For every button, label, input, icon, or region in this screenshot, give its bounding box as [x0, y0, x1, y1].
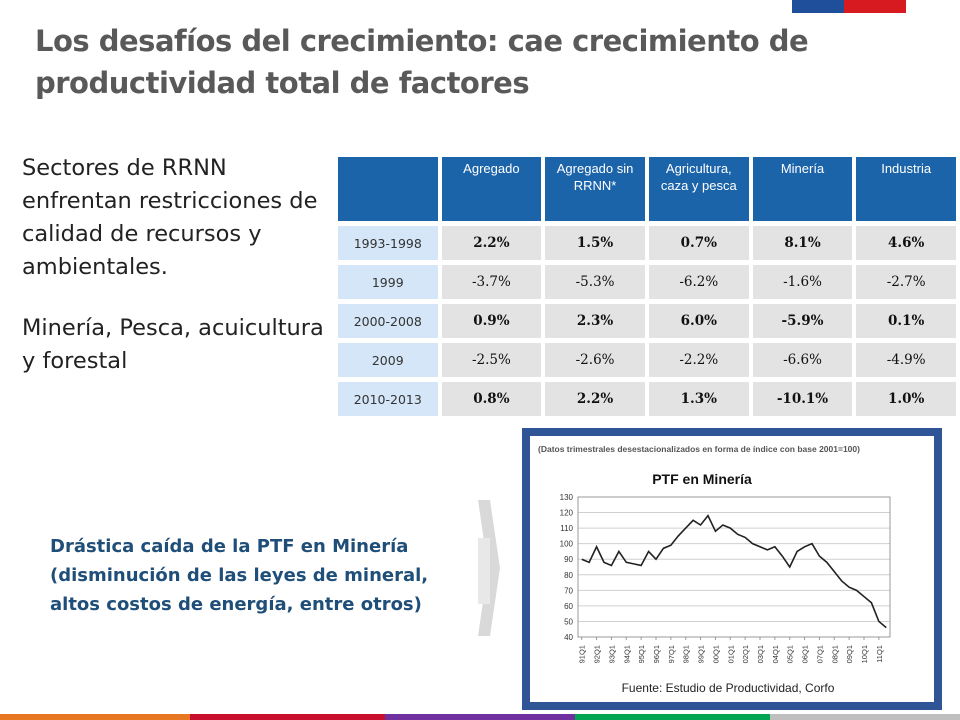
table-cell: -4.9%	[856, 343, 956, 377]
row-label: 2010-2013	[338, 382, 438, 416]
table-cell: -10.1%	[752, 382, 853, 416]
table-cell: -6.6%	[752, 343, 853, 377]
table-cell: -2.6%	[545, 343, 645, 377]
x-tick-label: 10Q1	[860, 645, 869, 663]
header-cell: Industria	[856, 157, 956, 221]
x-tick-label: 98Q1	[682, 645, 691, 663]
x-tick-label: 06Q1	[801, 645, 810, 663]
y-tick-label: 60	[564, 602, 573, 611]
table-row: 2009 -2.5% -2.6% -2.2% -6.6% -4.9%	[338, 343, 956, 377]
table-cell: 1.5%	[545, 226, 645, 260]
chart-frame: (Datos trimestrales desestacionalizados …	[522, 428, 942, 710]
x-tick-label: 93Q1	[607, 645, 616, 663]
chart-note: (Datos trimestrales desestacionalizados …	[538, 444, 860, 454]
x-tick-label: 04Q1	[771, 645, 780, 663]
chart-title: PTF en Minería	[652, 471, 752, 487]
table-cell: 2.3%	[545, 304, 645, 338]
left-text: Sectores de RRNN enfrentan restricciones…	[22, 152, 332, 406]
table-cell: 0.1%	[856, 304, 956, 338]
row-label: 1993-1998	[338, 226, 438, 260]
table-cell: 2.2%	[545, 382, 645, 416]
row-label: 1999	[338, 265, 438, 299]
table-cell: 1.0%	[856, 382, 956, 416]
y-tick-label: 70	[564, 586, 573, 595]
row-label: 2000-2008	[338, 304, 438, 338]
x-tick-label: 99Q1	[697, 645, 706, 663]
table-cell: -6.2%	[648, 265, 749, 299]
x-tick-label: 02Q1	[741, 645, 750, 663]
header-row: Agregado Agregado sin RRNN* Agricultura, c…	[338, 157, 956, 221]
x-tick-label: 96Q1	[652, 645, 661, 663]
y-tick-label: 120	[560, 509, 574, 518]
paragraph: Sectores de RRNN enfrentan restricciones…	[22, 155, 318, 280]
table-cell: 0.7%	[648, 226, 749, 260]
table-cell: -5.3%	[545, 265, 645, 299]
table-row: 2000-2008 0.9% 2.3% 6.0% -5.9% 0.1%	[338, 304, 956, 338]
header-cell: Minería	[752, 157, 853, 221]
flag-red	[844, 0, 906, 13]
table-cell: 2.2%	[441, 226, 542, 260]
y-tick-label: 50	[564, 617, 573, 626]
table-cell: -2.7%	[856, 265, 956, 299]
x-tick-label: 00Q1	[711, 645, 720, 663]
table-row: 1993-1998 2.2% 1.5% 0.7% 8.1% 4.6%	[338, 226, 956, 260]
row-label: 2009	[338, 343, 438, 377]
x-tick-label: 97Q1	[667, 645, 676, 663]
x-tick-label: 95Q1	[637, 645, 646, 663]
table-cell: 8.1%	[752, 226, 853, 260]
chart-source: Fuente: Estudio de Productividad, Corfo	[622, 681, 835, 695]
callout: Drástica caída de la PTF en Minería (dis…	[50, 536, 429, 615]
plot-border	[577, 496, 891, 638]
table: Agregado Agregado sin RRNN* Agricultura, c…	[334, 152, 960, 421]
table-row: 1999 -3.7% -5.3% -6.2% -1.6% -2.7%	[338, 265, 956, 299]
x-tick-label: 08Q1	[830, 645, 839, 663]
table-cell: 6.0%	[648, 304, 749, 338]
line	[581, 514, 887, 629]
x-tick-label: 09Q1	[845, 645, 854, 663]
x-tick-label: 07Q1	[815, 645, 824, 663]
table-cell: 4.6%	[856, 226, 956, 260]
arrow-shaft	[478, 538, 490, 604]
x-tick-label: 94Q1	[622, 645, 631, 663]
y-tick-label: 40	[564, 633, 573, 642]
header-cell: Agregado sin RRNN*	[545, 157, 645, 221]
x-tick-label: 01Q1	[726, 645, 735, 663]
table-cell: -2.2%	[648, 343, 749, 377]
x-tick-label: 92Q1	[593, 645, 602, 663]
flag-blue	[792, 0, 844, 13]
table-cell: -2.5%	[441, 343, 542, 377]
x-tick-label: 91Q1	[578, 645, 587, 663]
table-cell: 1.3%	[648, 382, 749, 416]
y-tick-label: 130	[560, 493, 574, 502]
table-cell: -1.6%	[752, 265, 853, 299]
header-cell: Agregado	[441, 157, 542, 221]
y-tick-label: 110	[560, 524, 573, 533]
table-cell: -5.9%	[752, 304, 853, 338]
table-cell: -3.7%	[441, 265, 542, 299]
corner-cell	[338, 157, 438, 221]
y-tick-label: 80	[564, 571, 573, 580]
x-tick-label: 05Q1	[786, 645, 795, 663]
x-tick-label: 03Q1	[756, 645, 765, 663]
slide-title: Los desafíos del crecimiento: cae crecim…	[35, 24, 809, 100]
bottom-strip	[0, 714, 960, 720]
x-tick-label: 11Q1	[875, 645, 884, 663]
table-row: 2010-2013 0.8% 2.2% 1.3% -10.1% 1.0%	[338, 382, 956, 416]
table-cell: 0.8%	[441, 382, 542, 416]
y-tick-label: 100	[560, 540, 574, 549]
chart: (Datos trimestrales desestacionalizados …	[538, 444, 891, 695]
paragraph: Minería, Pesca, acuicultura y forestal	[22, 315, 324, 374]
table-cell: 0.9%	[441, 304, 542, 338]
y-tick-label: 90	[564, 555, 573, 564]
header-cell: Agricultura, caza y pesca	[648, 157, 749, 221]
